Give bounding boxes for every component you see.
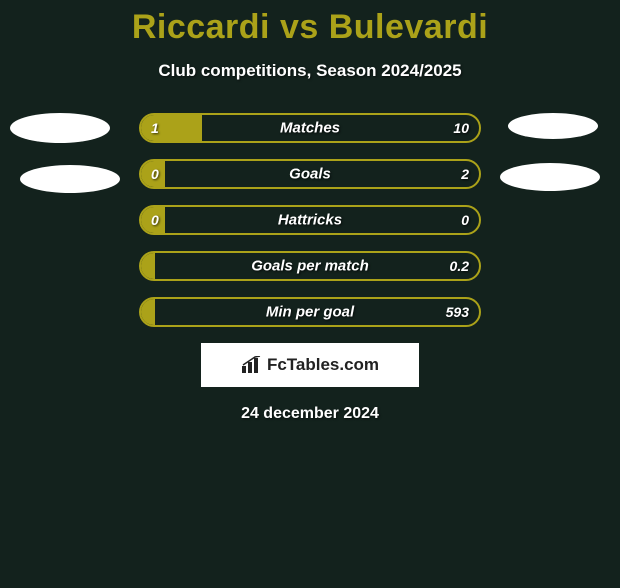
subtitle: Club competitions, Season 2024/2025 — [0, 61, 620, 81]
bar-label: Goals — [141, 166, 479, 183]
page-title: Riccardi vs Bulevardi — [0, 8, 620, 47]
bars-container: 110Matches 02Goals 00Hattricks 0.2Goals per… — [139, 113, 481, 327]
logo: FcTables.com — [241, 355, 379, 375]
comparison-chart: 110Matches 02Goals 00Hattricks 0.2Goals per… — [0, 113, 620, 327]
bar-row: 00Hattricks — [139, 205, 481, 235]
bar-row: 02Goals — [139, 159, 481, 189]
bar-label: Matches — [141, 120, 479, 137]
bar-row: 110Matches — [139, 113, 481, 143]
player-avatar-left-1 — [10, 113, 110, 143]
logo-box[interactable]: FcTables.com — [201, 343, 419, 387]
date-label: 24 december 2024 — [0, 405, 620, 423]
bar-row: 593Min per goal — [139, 297, 481, 327]
bar-row: 0.2Goals per match — [139, 251, 481, 281]
player-avatar-right-1 — [508, 113, 598, 139]
player-avatar-left-2 — [20, 165, 120, 193]
logo-text: FcTables.com — [267, 355, 379, 375]
bar-label: Min per goal — [141, 304, 479, 321]
bar-label: Goals per match — [141, 258, 479, 275]
chart-icon — [241, 356, 263, 374]
player-avatar-right-2 — [500, 163, 600, 191]
bar-label: Hattricks — [141, 212, 479, 229]
